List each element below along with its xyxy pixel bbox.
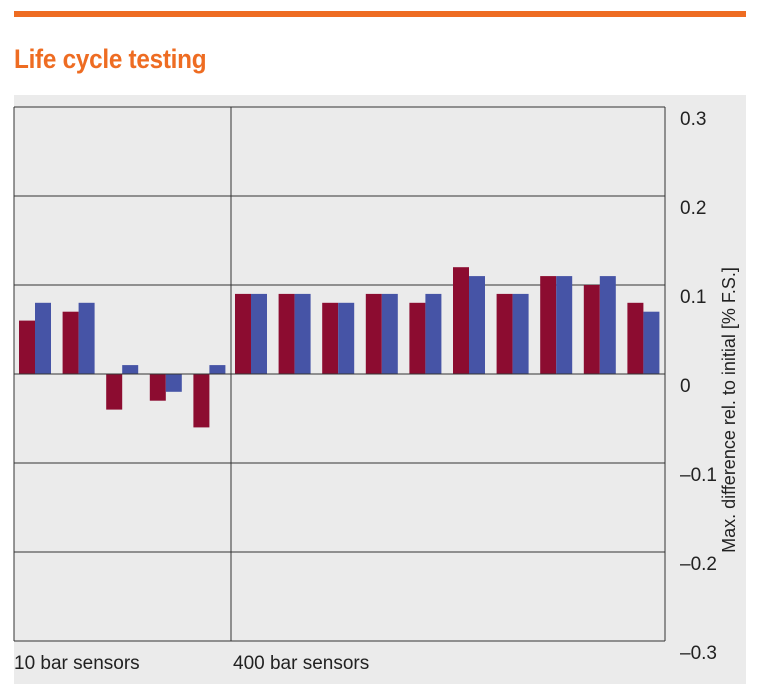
bar xyxy=(365,293,382,374)
bar xyxy=(540,276,557,374)
bar xyxy=(469,276,485,374)
bar xyxy=(209,365,226,374)
bar xyxy=(19,320,35,374)
y-tick-label: 0.1 xyxy=(680,287,706,308)
y-axis-label: Max. difference rel. to initial [% F.S.] xyxy=(719,267,739,553)
bar xyxy=(235,293,251,374)
y-tick-labels: 0.3 0.2 0.1 0 –0.1 –0.2 –0.3 xyxy=(680,109,717,664)
group-labels: 10 bar sensors 400 bar sensors xyxy=(14,653,369,674)
bar xyxy=(496,293,513,374)
bar xyxy=(251,293,267,374)
bar xyxy=(149,374,166,401)
y-tick-label: –0.1 xyxy=(680,465,717,486)
bar xyxy=(583,285,600,374)
bar xyxy=(62,311,79,374)
bar xyxy=(78,302,95,374)
group-label: 400 bar sensors xyxy=(233,653,369,674)
bar xyxy=(322,302,339,374)
bar xyxy=(338,302,355,374)
bars xyxy=(14,267,665,428)
bar xyxy=(106,374,123,410)
bar xyxy=(294,293,311,374)
bar xyxy=(165,374,182,392)
group-label: 10 bar sensors xyxy=(14,653,140,674)
bar xyxy=(425,293,442,374)
bar xyxy=(599,276,616,374)
y-tick-label: 0.2 xyxy=(680,198,706,219)
bar xyxy=(381,293,398,374)
bar xyxy=(35,302,51,374)
y-tick-label: –0.3 xyxy=(680,643,717,664)
y-tick-label: –0.2 xyxy=(680,554,717,575)
bar xyxy=(122,365,139,374)
chart-title: Life cycle testing xyxy=(14,44,207,74)
bar xyxy=(193,374,210,428)
y-tick-label: 0 xyxy=(680,376,691,397)
y-tick-label: 0.3 xyxy=(680,109,706,130)
bar xyxy=(278,293,295,374)
bar xyxy=(643,311,660,374)
bar xyxy=(512,293,529,374)
bar xyxy=(627,302,644,374)
bar xyxy=(556,276,573,374)
bar xyxy=(453,267,469,374)
bar xyxy=(409,302,426,374)
header-rule xyxy=(14,11,746,17)
